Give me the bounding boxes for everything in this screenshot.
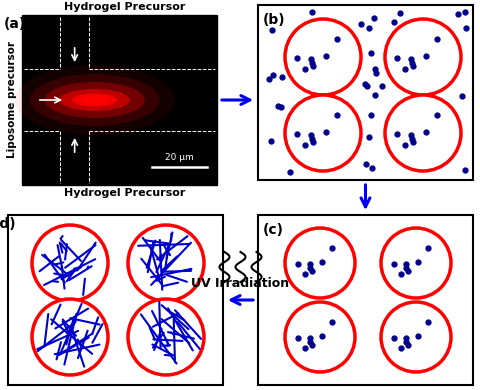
Ellipse shape <box>30 74 160 126</box>
Ellipse shape <box>72 94 117 106</box>
Text: Liposome precursor: Liposome precursor <box>7 41 17 158</box>
Ellipse shape <box>81 96 108 104</box>
Circle shape <box>32 299 108 375</box>
Ellipse shape <box>45 82 144 118</box>
Circle shape <box>285 302 355 372</box>
Bar <box>22 15 217 185</box>
Bar <box>258 215 473 385</box>
Text: (c): (c) <box>263 223 284 237</box>
Text: Hydrogel Precursor: Hydrogel Precursor <box>64 2 185 12</box>
Ellipse shape <box>60 89 130 111</box>
Circle shape <box>385 19 461 95</box>
Text: UV Irradiation: UV Irradiation <box>192 277 289 290</box>
Text: Hydrogel Precursor: Hydrogel Precursor <box>64 188 185 198</box>
Text: 20 μm: 20 μm <box>165 153 194 162</box>
Bar <box>8 215 223 385</box>
Text: (d): (d) <box>0 217 17 231</box>
Circle shape <box>32 225 108 301</box>
Ellipse shape <box>15 65 175 135</box>
Bar <box>258 5 473 180</box>
Circle shape <box>128 299 204 375</box>
Circle shape <box>128 225 204 301</box>
Circle shape <box>381 302 451 372</box>
Text: (a): (a) <box>4 17 26 31</box>
Circle shape <box>385 95 461 171</box>
Circle shape <box>381 228 451 298</box>
Circle shape <box>285 95 361 171</box>
Text: (b): (b) <box>263 13 286 27</box>
Circle shape <box>285 19 361 95</box>
Circle shape <box>285 228 355 298</box>
